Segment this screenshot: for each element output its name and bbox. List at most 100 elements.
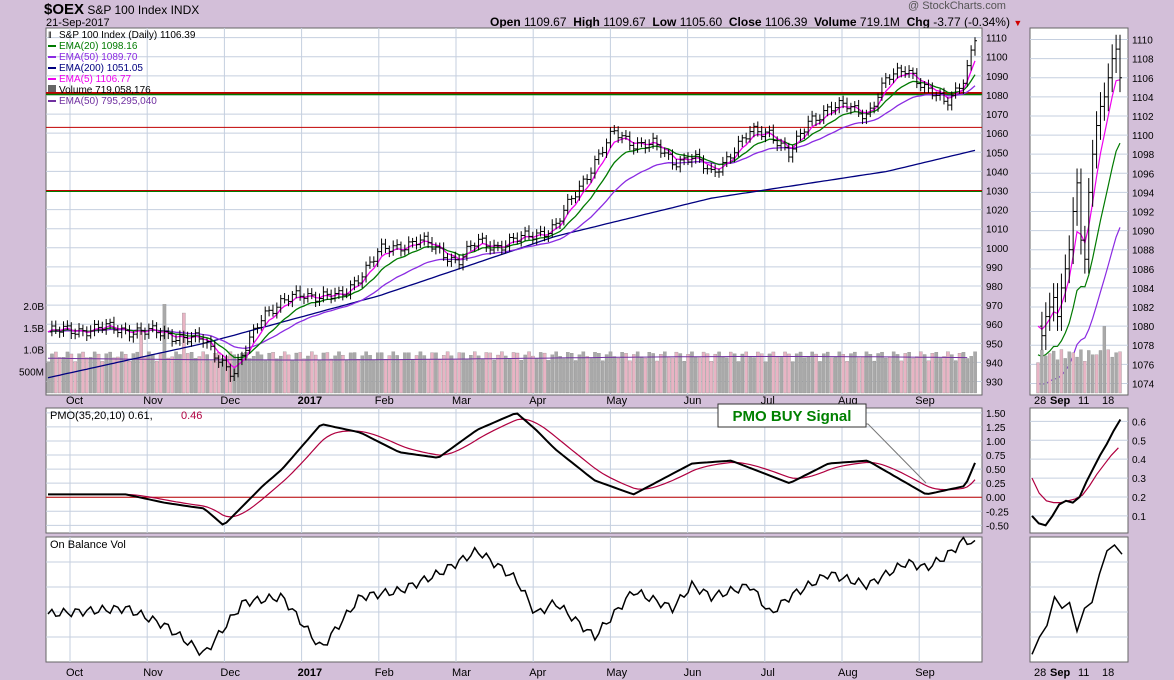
volume-bar — [527, 351, 531, 394]
price-bar — [833, 102, 838, 115]
price-bar — [554, 218, 559, 230]
volume-bar — [399, 359, 403, 394]
price-bar — [864, 109, 869, 125]
inset-pmo-frame — [1029, 407, 1129, 534]
price-bar — [488, 241, 493, 255]
volume-bar — [511, 352, 516, 394]
price-bar — [360, 272, 365, 289]
inset-price-tick-label: 1088 — [1132, 246, 1155, 257]
volume-bar — [81, 351, 85, 394]
price-bar — [290, 291, 295, 308]
x-tick-label-bottom: Apr — [529, 667, 546, 679]
inset-pmo-signal-line — [1031, 447, 1119, 504]
inset-volume-bar — [1094, 354, 1099, 394]
price-bar — [395, 239, 400, 250]
price-bar — [259, 314, 264, 331]
volume-bar — [531, 355, 535, 394]
inset-price-tick-label: 1082 — [1132, 303, 1155, 314]
price-bar — [868, 102, 873, 118]
price-bar — [472, 242, 477, 252]
volume-bar — [426, 359, 430, 394]
ticker-symbol: $OEX — [44, 1, 85, 18]
volume-bar — [348, 352, 353, 394]
volume-bar — [333, 355, 337, 394]
volume-bar — [550, 354, 555, 394]
volume-bar — [911, 358, 915, 394]
close-label: Close — [728, 15, 762, 29]
volume-bar — [682, 360, 686, 394]
price-bar — [821, 105, 826, 125]
volume-bar — [484, 352, 489, 394]
x-tick-label-bottom: Sep — [915, 667, 935, 679]
price-bar — [903, 66, 908, 78]
volume-bar — [69, 353, 74, 394]
volume-tick-label: 500M — [19, 367, 44, 378]
volume-bar — [360, 355, 365, 394]
inset-price-bar — [1106, 63, 1111, 112]
price-bar — [802, 128, 807, 140]
price-bar — [557, 218, 562, 230]
volume-bar — [123, 354, 128, 394]
pmo-tick-label: 0.75 — [986, 451, 1006, 462]
volume-bar — [85, 357, 89, 394]
inset-price-tick-label: 1096 — [1132, 169, 1155, 180]
price-bar — [340, 286, 345, 301]
inset-volume-bar — [1079, 349, 1083, 394]
chart-date: 21-Sep-2017 — [46, 17, 110, 29]
pmo-signal-line — [48, 418, 976, 518]
price-bar — [391, 240, 396, 256]
volume-bar — [189, 352, 194, 394]
volume-bar — [872, 360, 877, 394]
volume-bar — [395, 355, 399, 394]
volume-bar — [907, 352, 911, 394]
price-bar — [270, 304, 275, 317]
volume-bar — [558, 356, 562, 394]
inset-volume-bar — [1071, 352, 1075, 394]
volume-bar — [818, 361, 822, 394]
volume-bar — [930, 353, 935, 394]
price-bar — [647, 139, 652, 152]
price-bar — [185, 331, 190, 345]
volume-bar — [589, 358, 593, 394]
volume-bar — [515, 352, 520, 394]
volume-bar — [418, 351, 423, 394]
volume-bar — [321, 352, 326, 394]
price-bar — [550, 219, 555, 238]
inset-price-tick-label: 1078 — [1132, 341, 1155, 352]
price-tick-label: 960 — [986, 320, 1003, 331]
inset-price-tick-label: 1104 — [1132, 93, 1154, 104]
price-bar — [317, 293, 322, 306]
ema20-line — [47, 74, 976, 359]
price-bar — [620, 131, 625, 144]
volume-bar — [899, 360, 904, 394]
inset-obv-line — [1031, 543, 1123, 655]
price-bar — [100, 321, 105, 334]
volume-bar — [248, 358, 252, 394]
volume-bar — [449, 355, 454, 394]
volume-bar — [585, 356, 589, 394]
price-bar — [945, 97, 950, 111]
price-bar — [150, 320, 155, 333]
price-bar — [453, 251, 458, 264]
price-bar — [926, 79, 931, 93]
volume-bar — [403, 352, 407, 394]
volume-bar — [519, 359, 524, 394]
price-bar — [216, 355, 221, 368]
price-bar — [123, 322, 128, 335]
volume-bar — [259, 354, 264, 394]
inset-price-bar — [1090, 139, 1095, 207]
volume-bar — [255, 351, 260, 394]
volume-bar — [946, 351, 950, 394]
volume-bar — [504, 355, 508, 394]
price-bar — [503, 240, 508, 254]
pmo-tick-label: -0.50 — [986, 521, 1009, 532]
price-bar — [177, 330, 182, 346]
volume-bar — [938, 358, 942, 394]
x-tick-label-top: Apr — [529, 395, 546, 407]
price-bar — [918, 78, 923, 92]
watermark: @ StockCharts.com — [908, 0, 1006, 12]
volume-bar — [465, 359, 469, 394]
price-bar — [298, 285, 303, 301]
price-bar — [837, 97, 842, 114]
volume-bar — [934, 352, 939, 394]
